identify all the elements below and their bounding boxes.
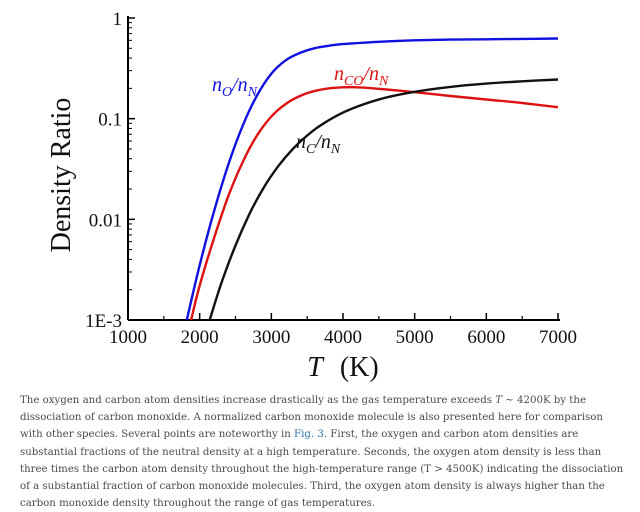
figure-reference-link[interactable]: Fig. 3	[294, 429, 324, 441]
figure-caption: The oxygen and carbon atom densities inc…	[20, 392, 624, 512]
series-line-carbon-monoxide	[189, 85, 559, 321]
y-axis-title: Density Ratio	[46, 98, 77, 253]
series-label-oxygen: nO/nN	[212, 74, 258, 100]
x-axis-variable: T	[307, 352, 325, 383]
series-label-carbon: nC/nN	[296, 131, 341, 157]
x-tick-label: 6000	[467, 327, 505, 348]
caption-temperature-symbol: T	[495, 395, 502, 406]
x-tick-label: 2000	[181, 327, 219, 348]
series-line-carbon	[208, 78, 559, 321]
caption-text-1: The oxygen and carbon atom densities inc…	[20, 395, 496, 406]
x-tick-label: 7000	[539, 327, 577, 348]
y-tick-label: 1E-3	[85, 311, 122, 332]
x-tick-label: 1000	[109, 327, 147, 348]
x-axis-unit: (K)	[340, 352, 379, 383]
x-tick-label: 5000	[396, 327, 434, 348]
x-axis-title: T (K)	[307, 352, 378, 383]
plot-area: 1000 2000 3000 4000 5000 6000 7000 1E-3 0.01 0.1 1…	[46, 9, 577, 383]
x-tick-label: 3000	[252, 327, 290, 348]
series-label-carbon-monoxide: nCO/nN	[334, 63, 389, 89]
caption-text-3: . First, the oxygen and carbon atom dens…	[20, 429, 624, 510]
caption-text-2: ~ 4200K by the dissociation of carbon mo…	[20, 395, 603, 441]
chart-figure: 1000 2000 3000 4000 5000 6000 7000 1E-3 0.01 0.1 1…	[46, 9, 577, 383]
y-tick-label: 1	[113, 9, 123, 30]
x-tick-label: 4000	[324, 327, 362, 348]
y-tick-label: 0.1	[98, 110, 122, 131]
series-line-oxygen	[185, 37, 559, 321]
y-tick-label: 0.01	[89, 210, 122, 231]
